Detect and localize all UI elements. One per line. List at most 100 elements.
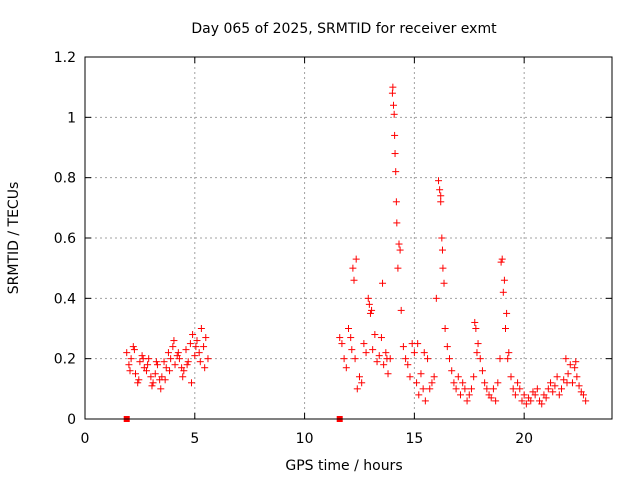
data-point [340,355,348,363]
data-point [440,279,448,287]
data-point [448,367,456,375]
data-point [573,373,581,381]
data-point [504,355,512,363]
data-point [351,355,359,363]
data-point [452,385,460,393]
data-point [349,264,357,272]
data-point [399,343,407,351]
data-point [373,358,381,366]
y-tick-label: 0 [67,412,76,428]
data-point [382,349,390,357]
data-point [420,349,428,357]
data-point [498,255,506,263]
data-point [126,367,134,375]
data-point [196,358,204,366]
data-point [157,385,165,393]
data-point [547,379,555,387]
data-point [147,373,155,381]
data-point [186,340,194,348]
data-point [522,400,530,408]
data-point [509,385,517,393]
data-point [142,367,150,375]
data-point [489,385,497,393]
data-point [417,370,425,378]
data-point [187,379,195,387]
data-point [193,337,201,345]
x-tick-label: 20 [515,431,533,447]
data-point [125,361,133,369]
data-point [438,234,446,242]
data-point [197,325,205,332]
data-point [391,131,399,139]
y-tick-label: 0.4 [54,291,76,307]
data-point [478,367,486,375]
data-point [158,373,166,381]
data-point [461,385,469,393]
data-point [151,370,159,378]
data-point [391,150,399,158]
y-tick-label: 0.6 [54,231,76,247]
data-point [392,198,400,206]
data-point [404,361,412,369]
data-point [415,391,423,399]
data-point [483,385,491,393]
data-point [123,349,131,357]
data-point [395,240,403,248]
data-point [518,397,526,405]
data-point [472,325,480,332]
data-point [503,309,511,317]
data-point [175,355,183,363]
data-point [360,340,368,348]
data-point [183,361,191,369]
data-point [164,349,172,357]
data-point [542,394,550,402]
data-point [456,391,464,399]
data-point [195,349,203,357]
data-point [204,355,212,363]
data-point [572,358,580,366]
data-point [413,379,421,387]
data-point [562,355,570,363]
data-point [492,397,500,405]
data-point [402,355,410,363]
data-point [428,379,436,387]
data-point [560,376,568,384]
data-point [566,361,574,369]
data-point [392,168,400,176]
x-tick-label: 15 [405,431,423,447]
data-point [379,279,387,287]
data-point [527,397,535,405]
data-point [497,258,505,266]
data-point [393,219,401,227]
data-points [123,83,590,408]
data-point [148,382,156,390]
data-point [414,340,422,348]
data-point [336,334,344,342]
data-point [496,355,504,363]
data-point [481,379,489,387]
data-point [476,355,484,363]
data-point [174,349,182,357]
x-tick-label: 5 [190,431,199,447]
data-point [184,358,192,366]
data-point [394,264,402,272]
data-point [502,325,510,332]
data-point [474,340,482,348]
x-tick-label: 10 [296,431,314,447]
x-tick-label: 0 [81,431,90,447]
data-point [353,385,361,393]
data-point [179,373,187,381]
data-point [377,334,385,342]
data-point [511,391,519,399]
data-point [127,355,135,363]
data-point [538,400,546,408]
data-point [439,264,447,272]
data-point [459,379,467,387]
data-point [149,379,157,387]
data-point [500,276,508,284]
data-point [345,325,352,332]
data-point [355,373,363,381]
data-point [170,337,178,345]
data-point [342,364,350,372]
